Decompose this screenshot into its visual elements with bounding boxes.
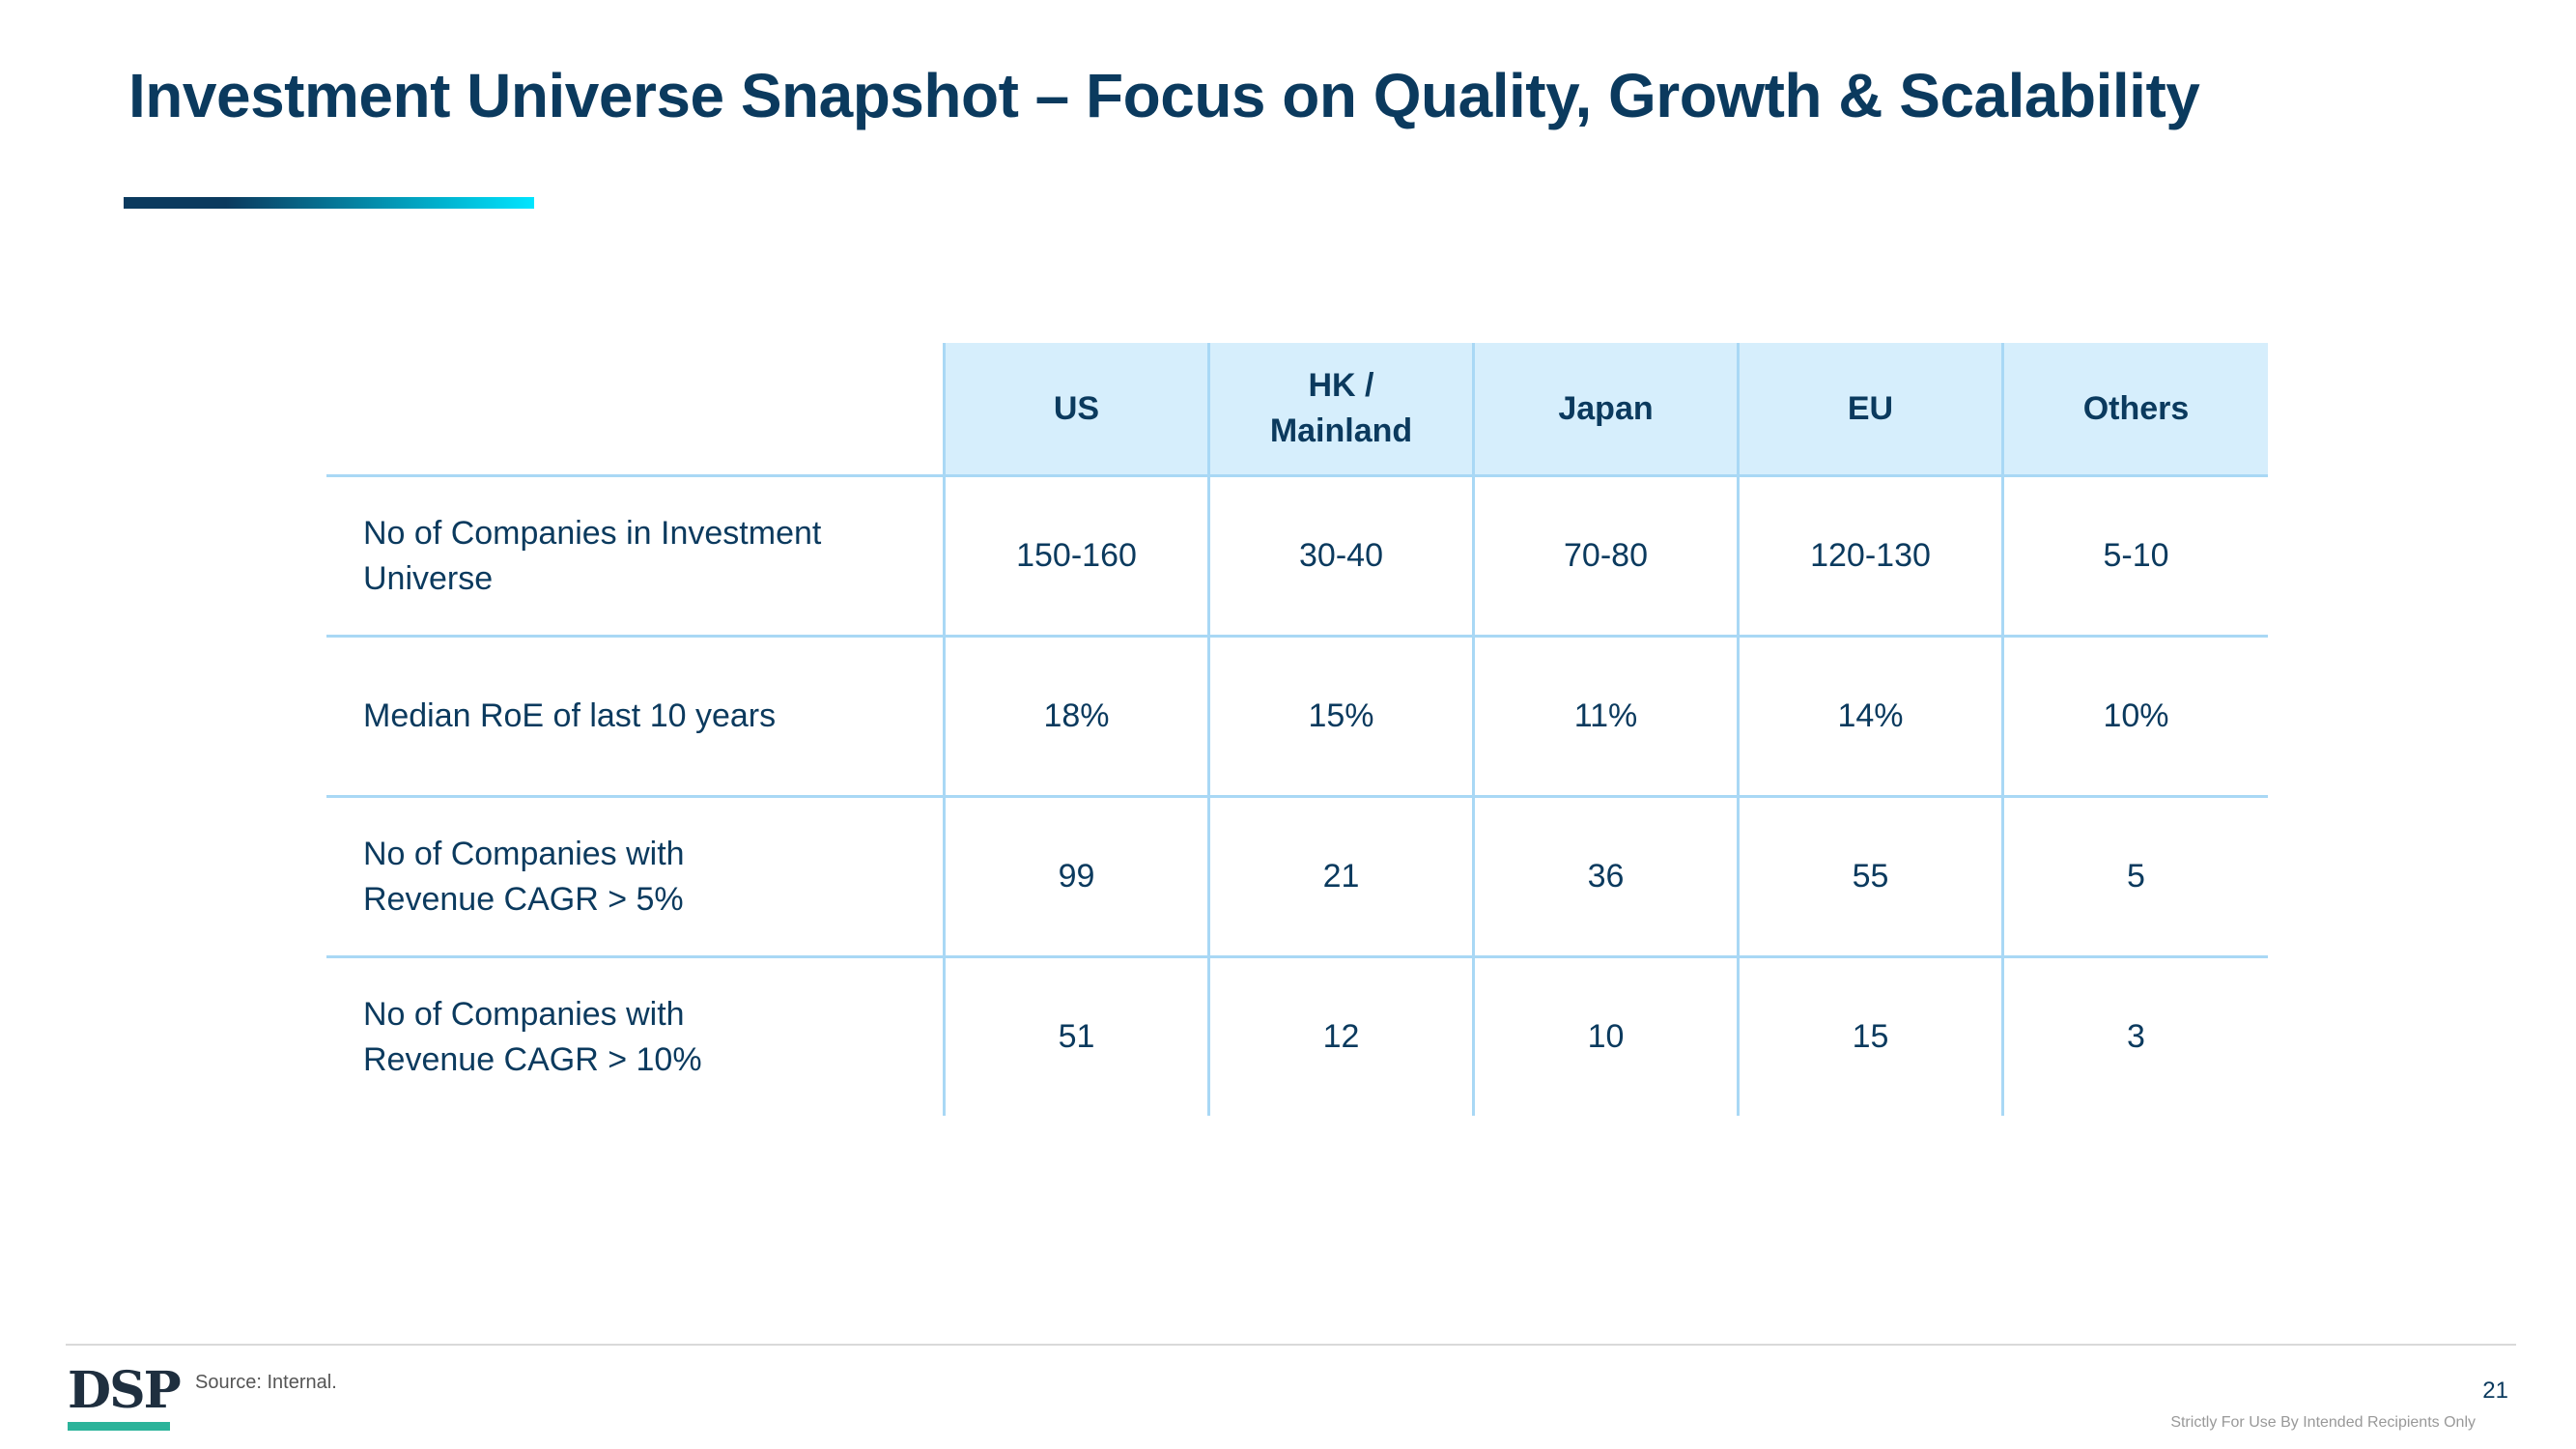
table-row: No of Companies with Revenue CAGR > 5% 9… <box>326 795 2268 955</box>
row-label: Median RoE of last 10 years <box>363 697 777 734</box>
row-label: No of Companies in Investment Universe <box>363 514 822 597</box>
table-cell: 15% <box>1207 638 1472 795</box>
table-cell: 30-40 <box>1207 477 1472 635</box>
column-header-hk-mainland: HK / Mainland <box>1207 343 1472 474</box>
table-cell: 5-10 <box>2001 477 2268 635</box>
table-cell: 99 <box>943 798 1207 955</box>
table-cell: 5 <box>2001 798 2268 955</box>
footer-divider <box>66 1344 2516 1346</box>
page-number: 21 <box>2482 1378 2508 1404</box>
table-cell: 18% <box>943 638 1207 795</box>
table-cell: 70-80 <box>1472 477 1737 635</box>
column-header-label: EU <box>1847 389 1894 427</box>
table-cell: 55 <box>1737 798 2001 955</box>
disclaimer: Strictly For Use By Intended Recipients … <box>2170 1414 2476 1431</box>
row-label: No of Companies with Revenue CAGR > 5% <box>363 835 685 918</box>
column-header-label: HK / Mainland <box>1269 367 1413 449</box>
table-cell: 3 <box>2001 958 2268 1116</box>
table-cell: 10% <box>2001 638 2268 795</box>
logo-wordmark: DSP <box>68 1361 182 1420</box>
logo-underline <box>68 1422 170 1431</box>
row-label: No of Companies with Revenue CAGR > 10% <box>363 995 702 1078</box>
table-cell: 11% <box>1472 638 1737 795</box>
table-cell: 10 <box>1472 958 1737 1116</box>
dsp-logo: DSP <box>68 1361 182 1431</box>
column-header-eu: EU <box>1737 343 2001 474</box>
table-cell: 150-160 <box>943 477 1207 635</box>
column-header-label: Japan <box>1558 389 1654 427</box>
source-note: Source: Internal. <box>195 1372 337 1393</box>
table-cell: 14% <box>1737 638 2001 795</box>
column-header-others: Others <box>2001 343 2268 474</box>
table-cell: 120-130 <box>1737 477 2001 635</box>
table-cell: 15 <box>1737 958 2001 1116</box>
table-row: No of Companies with Revenue CAGR > 10% … <box>326 955 2268 1116</box>
column-header-label: Others <box>2082 389 2190 427</box>
slide-title: Investment Universe Snapshot – Focus on … <box>128 61 2200 130</box>
title-accent-bar <box>124 197 534 209</box>
table-header-row: US HK / Mainland Japan EU Others <box>326 343 2268 474</box>
table-row: Median RoE of last 10 years 18% 15% 11% … <box>326 635 2268 795</box>
column-header-japan: Japan <box>1472 343 1737 474</box>
table-cell: 36 <box>1472 798 1737 955</box>
table-cell: 12 <box>1207 958 1472 1116</box>
table-row: No of Companies in Investment Universe 1… <box>326 474 2268 635</box>
table-cell: 51 <box>943 958 1207 1116</box>
column-header-label: US <box>1053 389 1100 427</box>
investment-universe-table: US HK / Mainland Japan EU Others No of C… <box>326 343 2268 1116</box>
column-header-us: US <box>943 343 1207 474</box>
table-cell: 21 <box>1207 798 1472 955</box>
